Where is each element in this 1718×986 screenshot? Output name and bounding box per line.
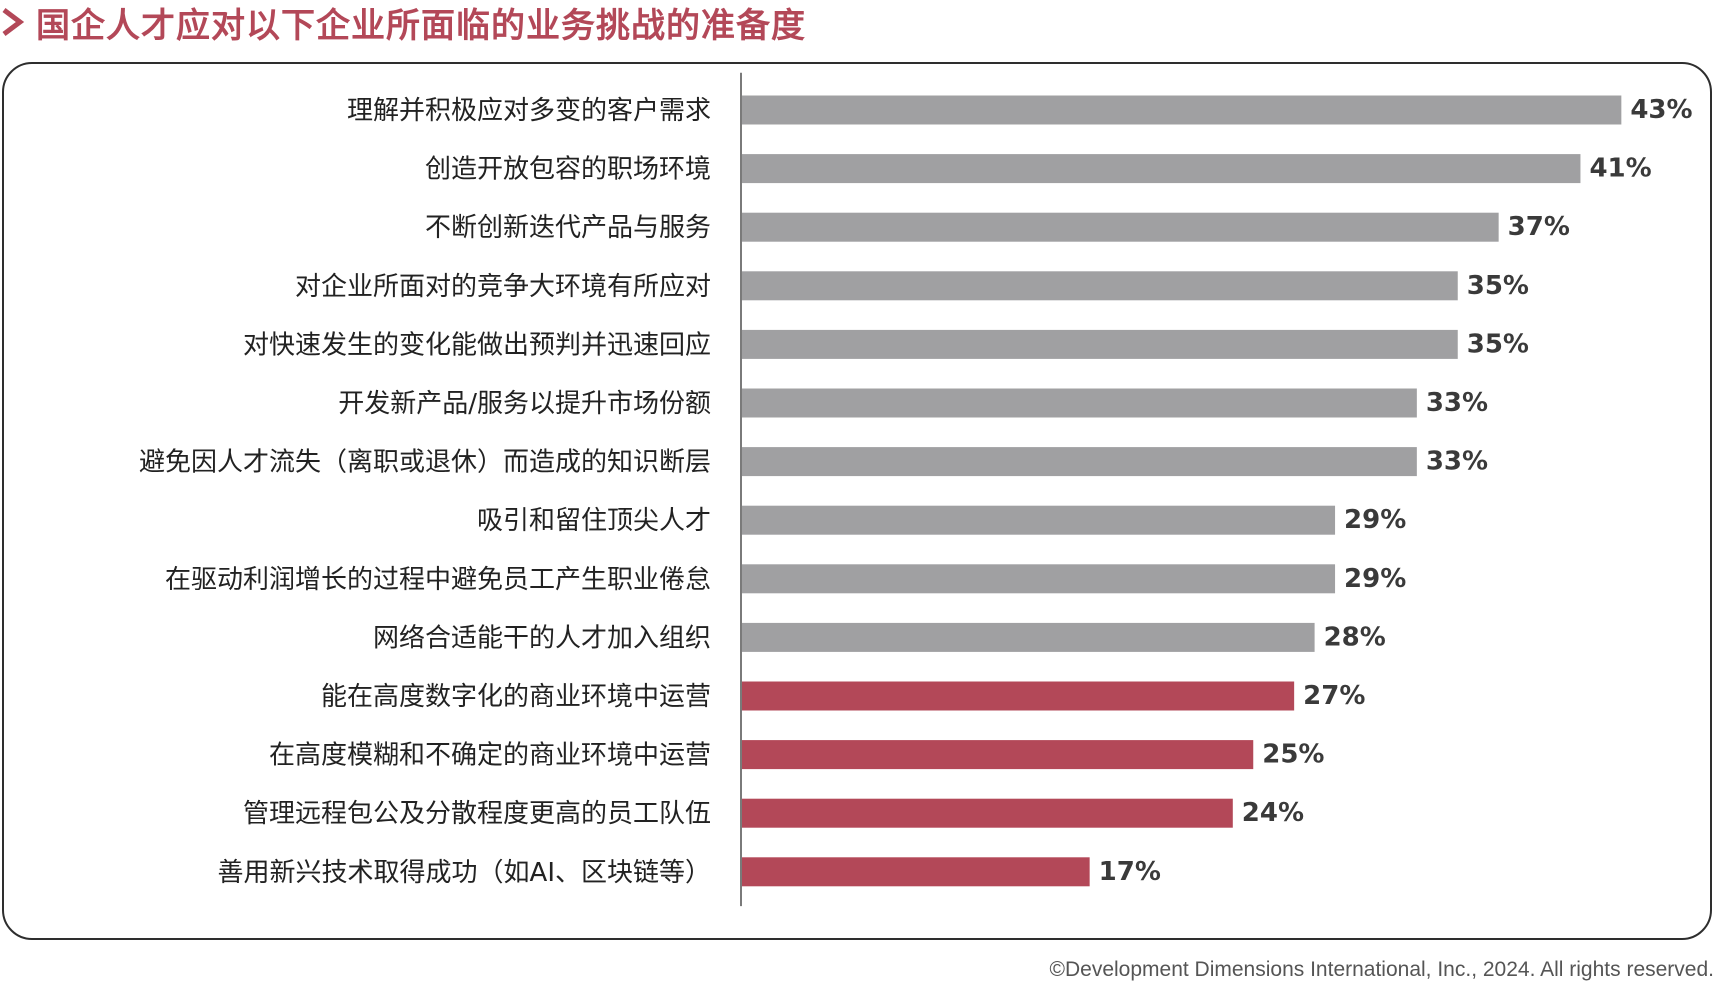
bar <box>742 329 1458 359</box>
bar-highlight <box>742 798 1233 828</box>
value-label: 17% <box>1099 857 1161 887</box>
bar <box>742 447 1417 477</box>
category-label: 能在高度数字化的商业环境中运营 <box>321 682 711 712</box>
value-label: 24% <box>1242 798 1304 828</box>
value-label: 29% <box>1344 505 1406 535</box>
category-label: 在驱动利润增长的过程中避免员工产生职业倦怠 <box>165 565 711 595</box>
value-label: 28% <box>1324 622 1386 652</box>
bar-highlight <box>742 857 1090 887</box>
value-label: 33% <box>1426 447 1488 477</box>
category-label: 避免因人才流失（离职或退休）而造成的知识断层 <box>139 448 711 478</box>
value-label: 29% <box>1344 564 1406 594</box>
category-label: 在高度模糊和不确定的商业环境中运营 <box>269 741 711 771</box>
category-label: 对企业所面对的竞争大环境有所应对 <box>295 272 711 302</box>
category-label: 网络合适能干的人才加入组织 <box>373 623 711 653</box>
category-label: 理解并积极应对多变的客户需求 <box>347 96 711 126</box>
category-label: 不断创新迭代产品与服务 <box>425 213 711 243</box>
value-label: 37% <box>1508 212 1570 242</box>
bar <box>742 505 1336 535</box>
value-label: 41% <box>1589 154 1651 184</box>
chart-header: 国企人才应对以下企业所面临的业务挑战的准备度 <box>0 0 806 46</box>
value-label: 35% <box>1467 271 1529 301</box>
bar <box>742 212 1499 242</box>
bar-highlight <box>742 740 1254 770</box>
bar <box>742 622 1315 652</box>
copyright-footer: ©Development Dimensions International, I… <box>1049 958 1714 981</box>
value-label: 33% <box>1426 388 1488 418</box>
value-label: 25% <box>1262 740 1324 770</box>
bar <box>742 95 1622 125</box>
category-label: 创造开放包容的职场环境 <box>425 155 711 185</box>
value-label: 35% <box>1467 329 1529 359</box>
bar <box>742 154 1581 184</box>
chevron-right-icon <box>2 8 25 36</box>
bar <box>742 388 1417 418</box>
category-label: 管理远程包公及分散程度更高的员工队伍 <box>243 799 711 829</box>
bar-highlight <box>742 681 1295 711</box>
category-label: 吸引和留住顶尖人才 <box>477 506 711 536</box>
value-label: 27% <box>1303 681 1365 711</box>
bar <box>742 564 1336 594</box>
value-label: 43% <box>1630 95 1692 125</box>
category-label: 善用新兴技术取得成功（如AI、区块链等） <box>218 858 711 888</box>
category-label: 开发新产品/服务以提升市场份额 <box>338 389 711 419</box>
chart-frame <box>2 62 1712 940</box>
chart-title: 国企人才应对以下企业所面临的业务挑战的准备度 <box>36 5 806 46</box>
bar <box>742 271 1458 301</box>
category-label: 对快速发生的变化能做出预判并迅速回应 <box>243 330 711 360</box>
